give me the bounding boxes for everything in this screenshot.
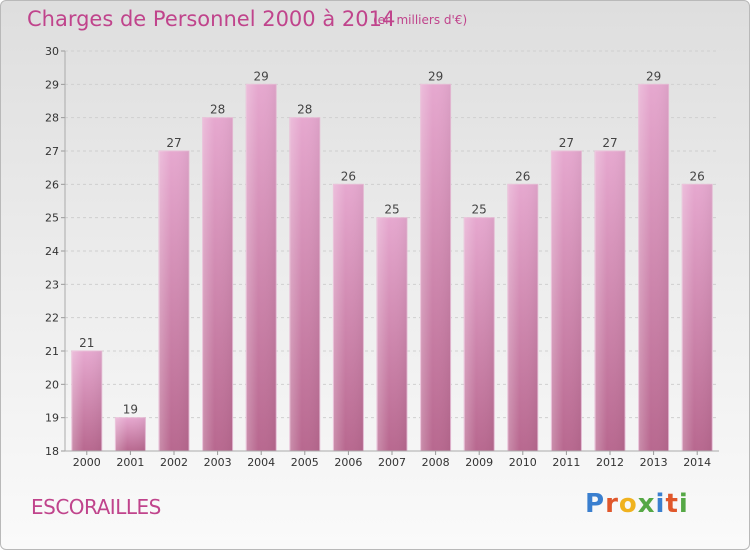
x-tick-label: 2003 (204, 456, 232, 469)
x-tick-label: 2014 (683, 456, 711, 469)
data-label: 28 (210, 103, 225, 117)
bar-shine (507, 184, 538, 452)
commune-name: ESCORAILLES (31, 495, 161, 519)
y-tick-label: 18 (45, 445, 59, 458)
bar-shine (595, 151, 625, 451)
y-tick-label: 27 (45, 145, 59, 158)
bar-shine (159, 151, 189, 451)
logo-letter: t (665, 489, 679, 519)
data-label: 25 (472, 203, 487, 217)
data-label: 27 (166, 136, 181, 150)
y-tick-label: 23 (45, 278, 59, 291)
bar-shine (638, 84, 669, 451)
y-tick-label: 30 (45, 45, 59, 58)
data-label: 29 (646, 69, 661, 83)
bar-shine (202, 117, 233, 452)
y-tick-label: 29 (45, 78, 59, 91)
data-label: 25 (384, 203, 399, 217)
logo-letter: o (618, 489, 638, 519)
data-label: 27 (559, 136, 574, 150)
x-tick-label: 2005 (291, 456, 319, 469)
data-label: 26 (515, 169, 530, 183)
y-tick-label: 25 (45, 212, 59, 225)
bar-shine (71, 351, 102, 451)
y-tick-label: 19 (45, 412, 59, 425)
bar-shine (420, 84, 451, 451)
y-tick-label: 20 (45, 378, 59, 391)
y-tick-label: 22 (45, 312, 59, 325)
bar-shine (246, 84, 277, 451)
x-tick-label: 2000 (73, 456, 101, 469)
data-label: 27 (602, 136, 617, 150)
bar-shine (682, 184, 713, 452)
y-tick-label: 24 (45, 245, 59, 258)
bar-shine (115, 417, 146, 451)
x-tick-label: 2001 (116, 456, 144, 469)
bar-shine (377, 217, 407, 451)
proxiti-logo: Proxiti (585, 489, 689, 519)
data-label: 29 (254, 69, 269, 83)
x-tick-label: 2006 (334, 456, 362, 469)
y-tick-label: 26 (45, 178, 59, 191)
x-tick-label: 2002 (160, 456, 188, 469)
data-label: 28 (297, 103, 312, 117)
data-label: 26 (341, 169, 356, 183)
x-tick-label: 2012 (596, 456, 624, 469)
logo-letter: i (678, 489, 689, 519)
bar-shine (551, 151, 582, 451)
x-tick-label: 2004 (247, 456, 275, 469)
x-tick-label: 2009 (465, 456, 493, 469)
bar-shine (464, 217, 495, 451)
x-tick-label: 2011 (552, 456, 580, 469)
logo-letter: P (585, 489, 606, 519)
logo-letter: x (637, 489, 656, 519)
x-tick-label: 2013 (640, 456, 668, 469)
bar-shine (333, 184, 364, 452)
data-label: 29 (428, 69, 443, 83)
x-tick-label: 2008 (422, 456, 450, 469)
logo-letter: i (655, 489, 666, 519)
y-tick-label: 21 (45, 345, 59, 358)
data-label: 21 (79, 336, 94, 350)
chart-title: Charges de Personnel 2000 à 2014 (27, 7, 396, 31)
logo-letter: r (605, 489, 619, 519)
x-tick-label: 2010 (509, 456, 537, 469)
bar-shine (289, 117, 320, 452)
data-label: 19 (123, 403, 138, 417)
y-tick-label: 28 (45, 112, 59, 125)
data-label: 26 (690, 169, 705, 183)
chart-subtitle: (en milliers d'€) (373, 13, 468, 27)
x-tick-label: 2007 (378, 456, 406, 469)
